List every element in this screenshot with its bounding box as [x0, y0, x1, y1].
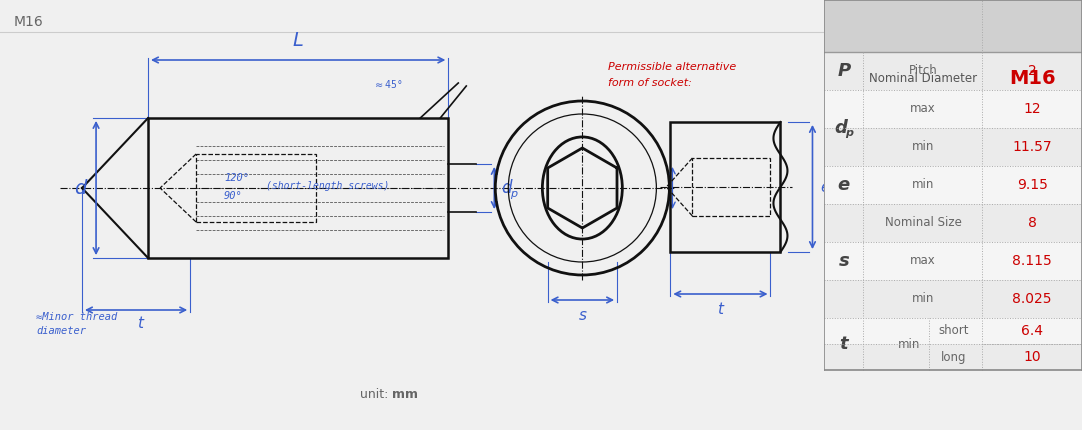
Text: p: p	[511, 189, 517, 199]
Text: Nominal Size: Nominal Size	[884, 216, 962, 230]
Text: (short-length screws): (short-length screws)	[266, 181, 390, 191]
Bar	[824, 0, 1082, 52]
Text: min: min	[897, 338, 920, 350]
Text: 11.57: 11.57	[1013, 140, 1052, 154]
Text: M16: M16	[1008, 68, 1056, 87]
Text: min: min	[912, 292, 934, 305]
Text: form of socket:: form of socket:	[608, 78, 692, 88]
Bar	[824, 204, 1082, 242]
Text: min: min	[912, 178, 934, 191]
Bar	[824, 52, 1082, 90]
Bar	[824, 128, 1082, 166]
Text: max: max	[910, 102, 936, 116]
Text: d: d	[74, 178, 87, 197]
Text: L: L	[293, 31, 304, 50]
Text: e: e	[837, 176, 850, 194]
Bar	[824, 280, 1082, 318]
Text: 120°: 120°	[224, 173, 249, 183]
Text: Nominal Diameter: Nominal Diameter	[869, 71, 977, 85]
Text: 10: 10	[1024, 350, 1041, 364]
Text: Permissible alternative: Permissible alternative	[608, 62, 737, 72]
Text: 12: 12	[1024, 102, 1041, 116]
Text: ≈Minor thread: ≈Minor thread	[36, 312, 117, 322]
Text: d: d	[501, 179, 512, 197]
Text: 8: 8	[1028, 216, 1037, 230]
Text: mm: mm	[393, 387, 419, 400]
Text: d: d	[834, 119, 847, 137]
Bar	[824, 90, 1082, 128]
Text: $\approx$45°: $\approx$45°	[373, 78, 404, 90]
Text: diameter: diameter	[36, 326, 87, 336]
Bar	[824, 344, 1082, 370]
Text: t: t	[137, 316, 143, 331]
Text: 90°: 90°	[224, 191, 242, 201]
Text: p: p	[845, 128, 854, 138]
Text: 2: 2	[1028, 64, 1037, 78]
Bar	[824, 166, 1082, 204]
Text: P: P	[837, 62, 850, 80]
Text: min: min	[912, 141, 934, 154]
Bar	[824, 318, 1082, 344]
Text: e: e	[820, 179, 830, 194]
Text: 6.4: 6.4	[1021, 324, 1043, 338]
Bar	[824, 242, 1082, 280]
Text: max: max	[910, 255, 936, 267]
Text: t: t	[717, 302, 724, 317]
Text: unit:: unit:	[360, 387, 393, 400]
Text: 8.025: 8.025	[1013, 292, 1052, 306]
Text: Pitch: Pitch	[909, 64, 937, 77]
Text: 8.115: 8.115	[1013, 254, 1052, 268]
Text: 9.15: 9.15	[1017, 178, 1047, 192]
Text: s: s	[579, 308, 586, 323]
Text: s: s	[839, 252, 849, 270]
Text: M16: M16	[14, 15, 43, 29]
Text: t: t	[840, 335, 848, 353]
Text: long: long	[941, 350, 966, 363]
Text: short: short	[939, 325, 969, 338]
